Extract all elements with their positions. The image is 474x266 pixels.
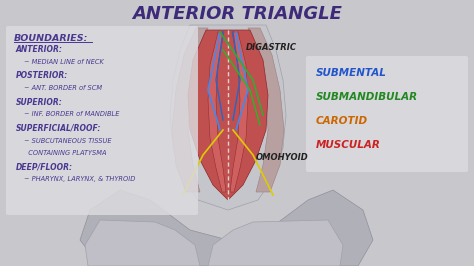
Text: ANTERIOR TRIANGLE: ANTERIOR TRIANGLE — [132, 5, 342, 23]
Text: DEEP/FLOOR:: DEEP/FLOOR: — [16, 163, 73, 172]
Text: CONTAINING PLATYSMA: CONTAINING PLATYSMA — [24, 150, 107, 156]
Polygon shape — [248, 28, 284, 192]
FancyBboxPatch shape — [6, 26, 198, 215]
Text: MUSCULAR: MUSCULAR — [316, 140, 381, 150]
Text: CAROTID: CAROTID — [316, 116, 368, 126]
Text: BOUNDARIES:: BOUNDARIES: — [14, 34, 88, 43]
Text: OMOHYOID: OMOHYOID — [256, 153, 309, 163]
Text: ANTERIOR:: ANTERIOR: — [16, 45, 63, 54]
Polygon shape — [170, 25, 286, 210]
Polygon shape — [230, 32, 248, 192]
Polygon shape — [85, 220, 200, 266]
Text: SUBMENTAL: SUBMENTAL — [316, 68, 387, 78]
Text: ~ MEDIAN LINE of NECK: ~ MEDIAN LINE of NECK — [24, 59, 104, 65]
Polygon shape — [208, 32, 226, 192]
Text: ~ INF. BORDER of MANDIBLE: ~ INF. BORDER of MANDIBLE — [24, 111, 119, 117]
Text: SUPERFICIAL/ROOF:: SUPERFICIAL/ROOF: — [16, 124, 101, 133]
Text: SUPERIOR:: SUPERIOR: — [16, 98, 63, 107]
Text: POSTERIOR:: POSTERIOR: — [16, 71, 68, 80]
Text: ~ SUBCUTANEOUS TISSUE: ~ SUBCUTANEOUS TISSUE — [24, 138, 111, 144]
Polygon shape — [172, 28, 208, 192]
Polygon shape — [208, 220, 343, 266]
FancyBboxPatch shape — [306, 56, 468, 172]
Polygon shape — [188, 30, 268, 200]
Text: SUBMANDIBULAR: SUBMANDIBULAR — [316, 92, 418, 102]
Polygon shape — [80, 190, 373, 266]
Text: ~ PHARYNX, LARYNX, & THYROID: ~ PHARYNX, LARYNX, & THYROID — [24, 177, 136, 182]
Text: ~ ANT. BORDER of SCM: ~ ANT. BORDER of SCM — [24, 85, 102, 91]
Text: DIGASTRIC: DIGASTRIC — [246, 44, 297, 52]
